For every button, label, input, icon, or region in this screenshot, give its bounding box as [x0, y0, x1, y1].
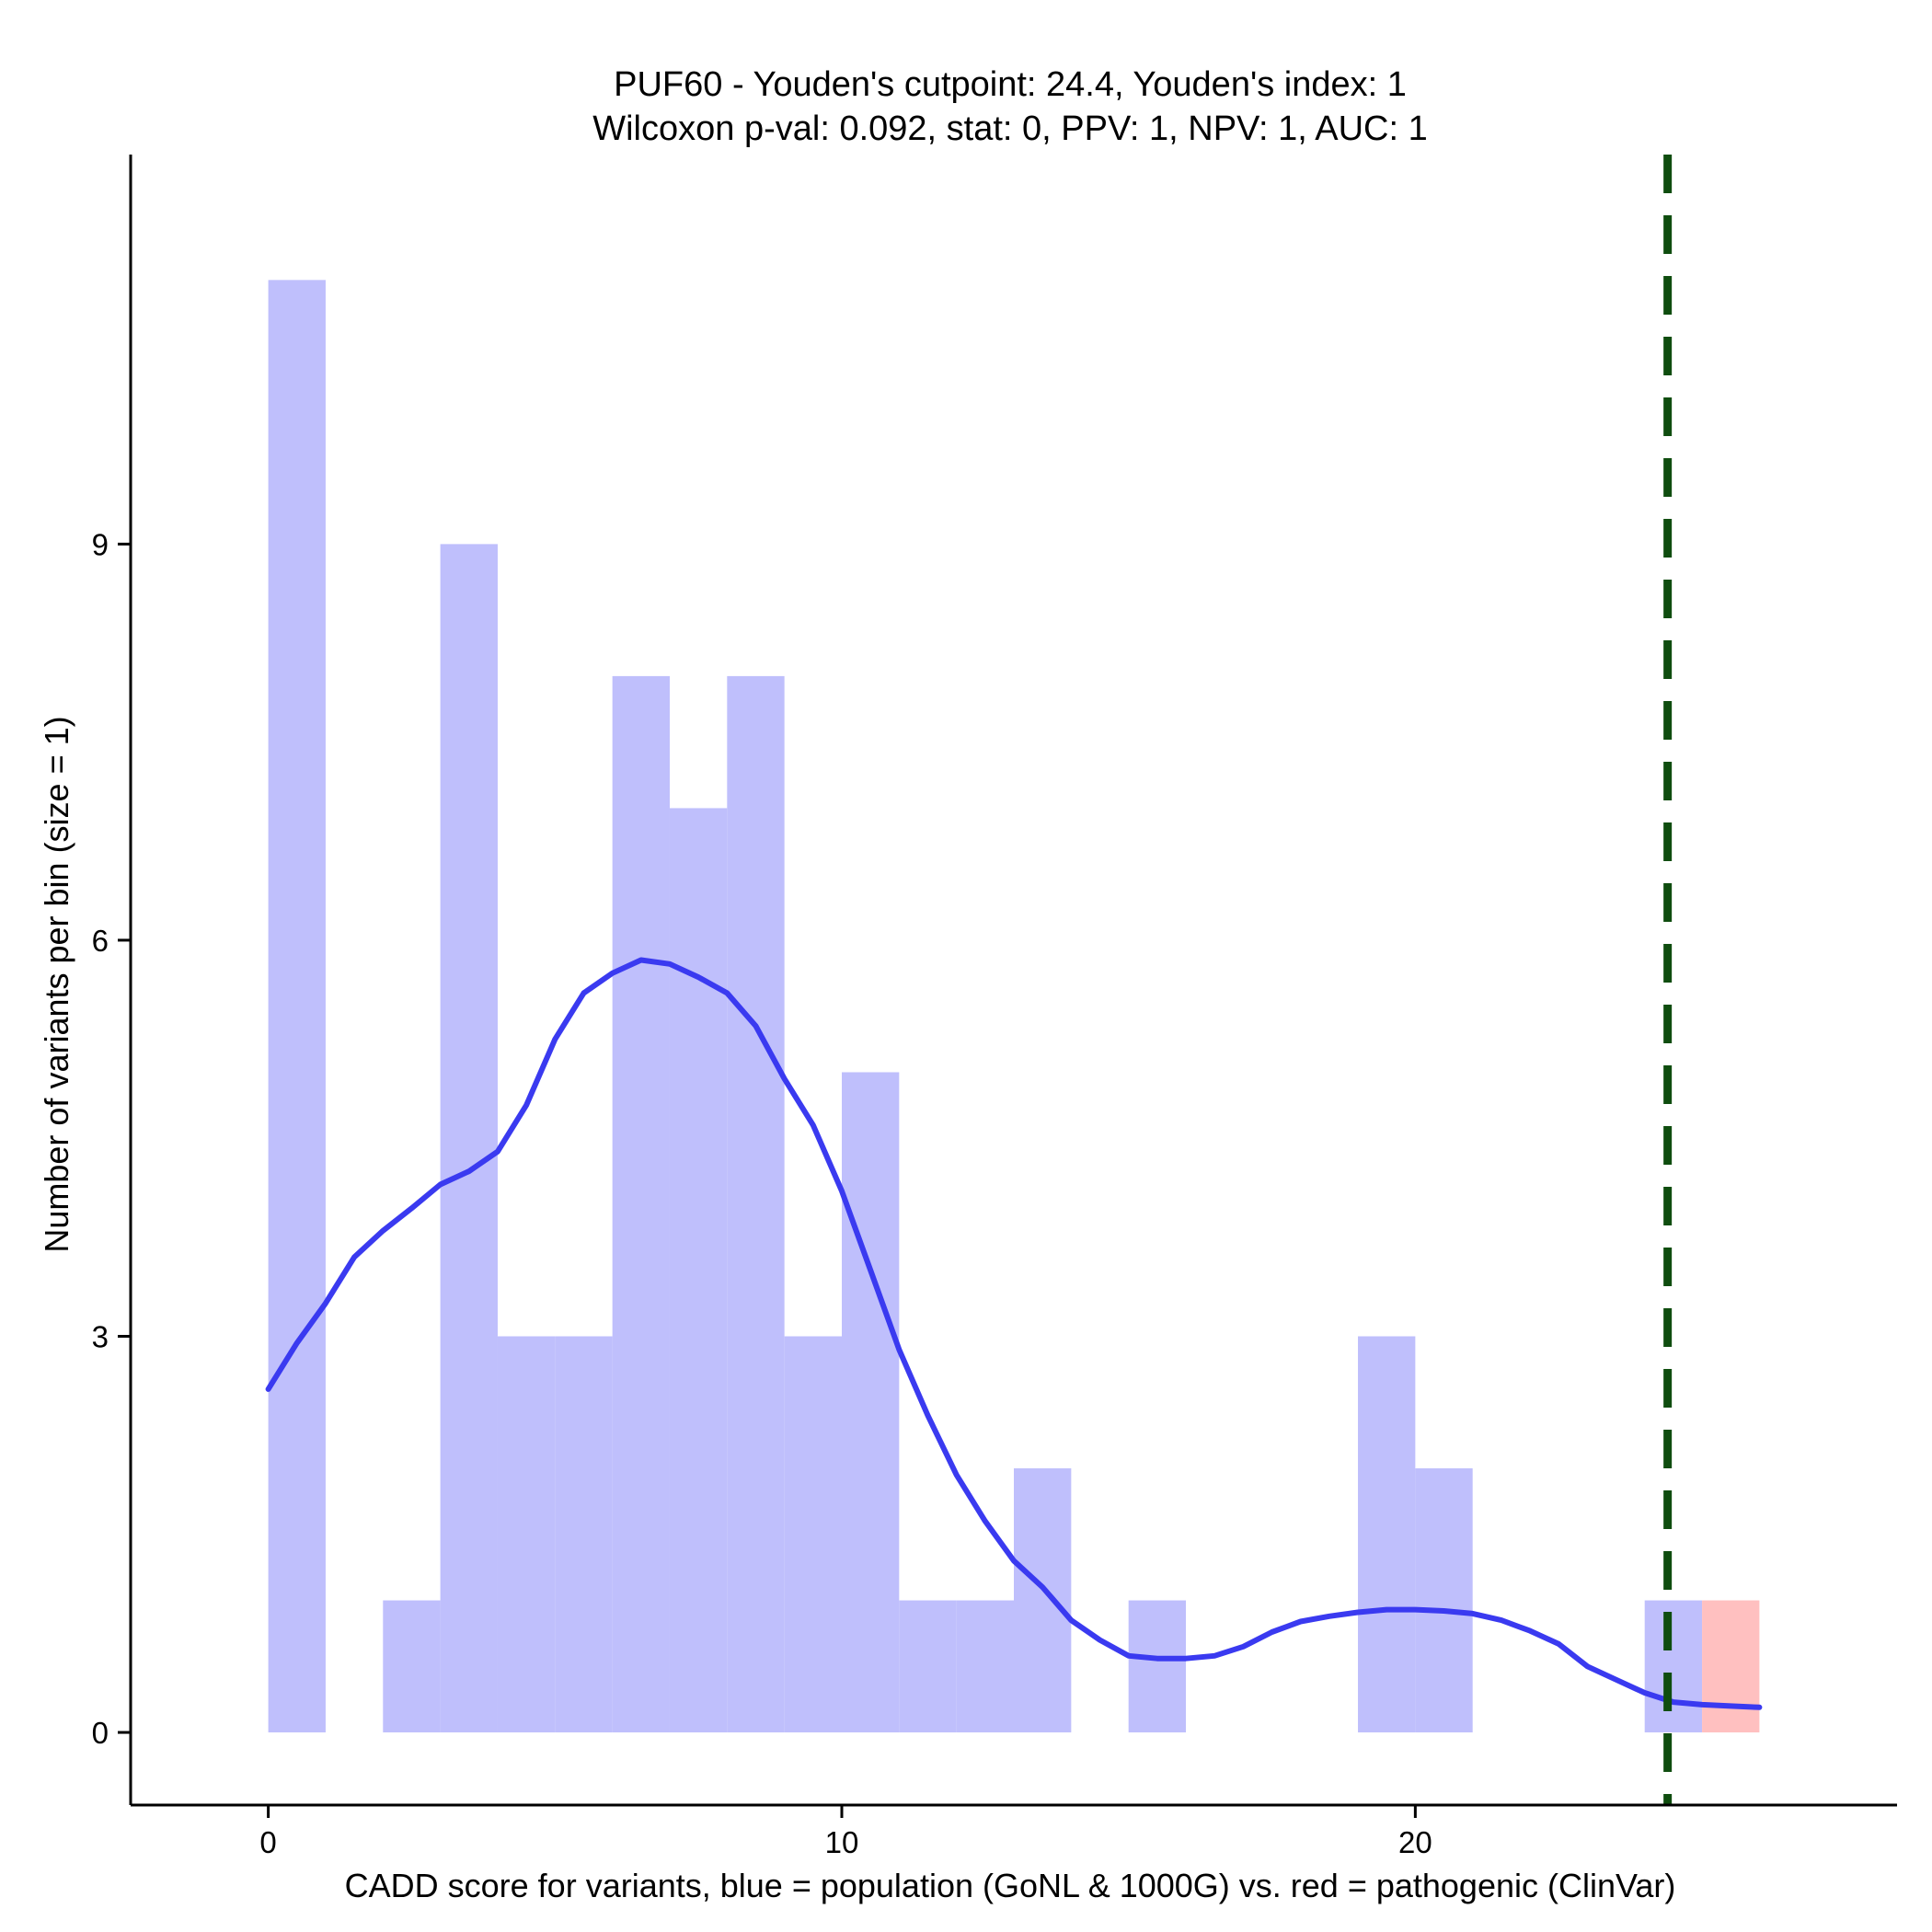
x-tick-label: 20 — [1398, 1825, 1432, 1859]
population-bar-1 — [383, 1600, 441, 1733]
population-bar-8 — [784, 1336, 842, 1733]
pathogenic-bar-0 — [1702, 1600, 1760, 1733]
population-bar-15 — [1415, 1468, 1473, 1733]
population-bar-12 — [1014, 1468, 1072, 1733]
population-bar-16 — [1644, 1600, 1703, 1733]
population-bar-3 — [497, 1336, 556, 1733]
x-tick-label: 0 — [259, 1825, 276, 1859]
chart-title-line2: Wilcoxon p-val: 0.092, stat: 0, PPV: 1, … — [592, 109, 1427, 148]
population-bar-7 — [727, 675, 785, 1733]
y-tick-label: 9 — [92, 527, 109, 561]
population-bar-11 — [956, 1600, 1014, 1733]
y-tick-label: 0 — [92, 1716, 109, 1750]
population-bar-2 — [440, 544, 498, 1733]
histogram-bars — [268, 280, 1760, 1733]
population-bar-10 — [899, 1600, 957, 1733]
x-axis-label: CADD score for variants, blue = populati… — [345, 1867, 1676, 1904]
population-bar-9 — [841, 1072, 900, 1733]
y-tick-label: 6 — [92, 924, 109, 958]
population-bar-0 — [268, 280, 326, 1733]
population-bar-14 — [1358, 1336, 1416, 1733]
population-bar-5 — [612, 675, 670, 1733]
y-axis-label: Number of variants per bin (size = 1) — [38, 716, 75, 1252]
density-curve — [265, 957, 1763, 1710]
population-bar-6 — [669, 808, 728, 1733]
x-tick-label: 10 — [825, 1825, 859, 1859]
y-axis-ticks: 0 3 6 9 — [92, 527, 131, 1750]
x-axis-ticks: 0 10 20 — [259, 1805, 1432, 1859]
population-bar-4 — [555, 1336, 613, 1733]
population-bar-13 — [1128, 1600, 1187, 1733]
chart-title-line1: PUF60 - Youden's cutpoint: 24.4, Youden'… — [614, 65, 1407, 104]
y-tick-label: 3 — [92, 1320, 109, 1354]
